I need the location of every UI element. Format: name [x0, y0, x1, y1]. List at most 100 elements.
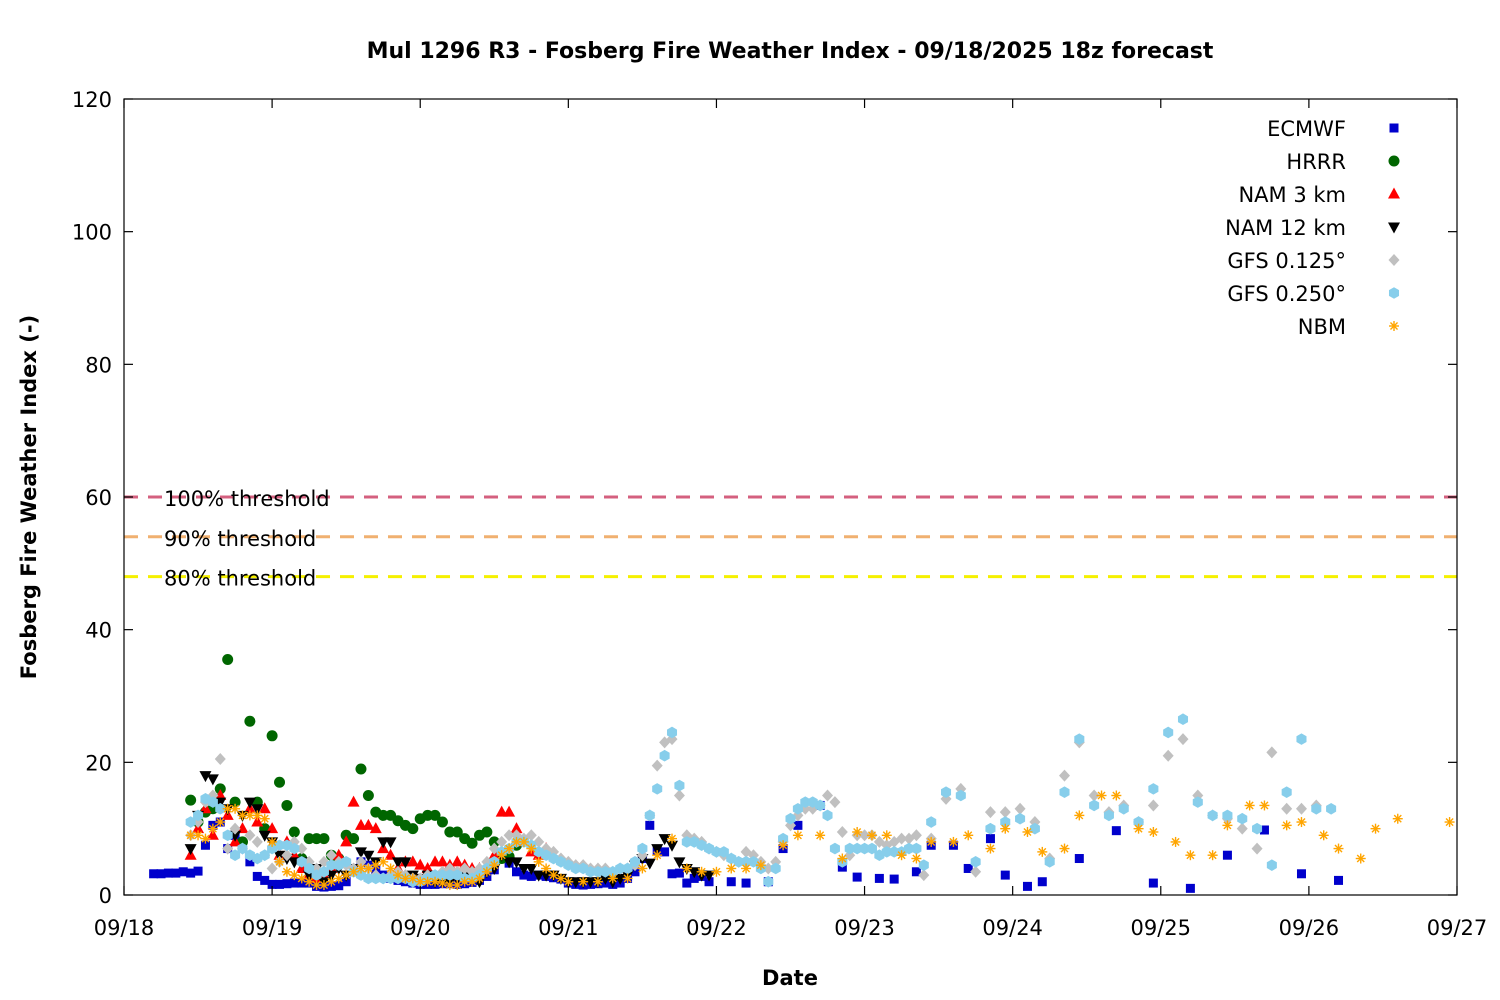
point-nbm	[289, 870, 300, 881]
point-ecmwf	[186, 868, 196, 878]
point-gfs-0-250	[237, 842, 248, 855]
point-hrrr	[185, 794, 197, 806]
point-nbm	[304, 876, 315, 887]
point-nam-12-km	[243, 797, 256, 809]
point-nbm	[496, 850, 507, 861]
point-nbm	[467, 876, 478, 887]
point-nbm	[637, 863, 648, 874]
threshold-labels: 100% threshold 90% threshold 80% threshold	[164, 487, 330, 591]
point-gfs-0-250	[940, 786, 952, 798]
point-nam-12-km	[251, 804, 264, 816]
point-nam-3-km	[214, 789, 227, 800]
point-nbm	[1148, 826, 1159, 837]
point-gfs-0-125	[822, 789, 834, 802]
chart-title: Mul 1296 R3 - Fosberg Fire Weather Index…	[367, 39, 1214, 64]
point-nam-3-km	[510, 822, 523, 834]
point-nbm	[311, 880, 322, 891]
point-hrrr	[429, 809, 441, 821]
point-gfs-0-125	[1088, 789, 1100, 802]
point-ecmwf	[1222, 850, 1232, 860]
point-nbm	[200, 833, 211, 844]
point-gfs-0-250	[318, 865, 329, 878]
point-gfs-0-250	[659, 749, 670, 762]
point-nam-12-km	[651, 844, 664, 856]
point-ecmwf	[171, 868, 181, 878]
point-gfs-0-125	[1266, 746, 1278, 759]
point-gfs-0-250	[1177, 713, 1189, 726]
point-gfs-0-125	[1162, 749, 1174, 762]
point-nam-3-km	[503, 805, 516, 817]
point-gfs-0-250	[259, 849, 270, 861]
point-hrrr	[348, 833, 360, 845]
point-nbm	[1296, 817, 1307, 828]
point-gfs-0-250	[1222, 809, 1233, 822]
y-axis-label: Fosberg Fire Weather Index (-)	[17, 315, 41, 679]
point-ecmwf	[852, 872, 862, 882]
point-nbm	[592, 876, 603, 887]
point-gfs-0-125	[222, 842, 234, 855]
point-nbm	[318, 880, 329, 891]
point-nbm	[474, 873, 485, 884]
point-ecmwf	[178, 867, 188, 877]
legend-marker	[1389, 321, 1399, 331]
x-tick-label: 09/20	[390, 916, 451, 940]
x-tick-label: 09/18	[94, 916, 155, 940]
point-nbm	[533, 856, 544, 867]
point-ecmwf	[1334, 875, 1344, 885]
point-gfs-0-250	[792, 802, 803, 815]
point-gfs-0-125	[525, 829, 537, 842]
x-tick-label: 09/22	[686, 916, 747, 940]
point-gfs-0-125	[1251, 842, 1263, 855]
point-nbm	[1207, 850, 1218, 861]
point-ecmwf	[260, 875, 270, 885]
x-tick-label: 09/25	[1131, 916, 1192, 940]
legend-marker	[1388, 187, 1400, 199]
point-gfs-0-250	[911, 842, 922, 855]
legend-label: GFS 0.250°	[1227, 282, 1346, 306]
point-gfs-0-250	[341, 856, 352, 868]
point-nbm	[193, 830, 204, 841]
point-gfs-0-250	[666, 726, 678, 739]
point-nam-3-km	[258, 802, 271, 814]
point-gfs-0-250	[1266, 859, 1277, 871]
point-nbm	[518, 836, 529, 847]
y-tick-label: 40	[85, 619, 112, 643]
point-gfs-0-125	[970, 865, 982, 878]
threshold-label: 100% threshold	[164, 487, 330, 511]
point-gfs-0-250	[985, 822, 996, 835]
point-gfs-0-250	[822, 809, 833, 822]
point-nbm	[489, 860, 500, 871]
point-nbm	[393, 870, 404, 881]
point-nam-3-km	[362, 818, 375, 830]
point-hrrr	[481, 826, 493, 838]
point-hrrr	[355, 763, 367, 775]
point-nbm	[355, 863, 366, 874]
point-nam-3-km	[347, 795, 360, 807]
point-ecmwf	[511, 867, 521, 877]
point-nbm	[1222, 820, 1233, 831]
point-nam-12-km	[673, 857, 686, 869]
y-tick-label: 60	[85, 486, 112, 510]
point-ecmwf	[282, 879, 292, 889]
x-tick-label: 09/26	[1279, 916, 1340, 940]
point-nbm	[1022, 826, 1033, 837]
point-nbm	[607, 873, 618, 884]
point-nbm	[252, 810, 263, 821]
point-ecmwf	[149, 869, 159, 879]
legend-marker	[1388, 254, 1400, 266]
point-nbm	[267, 836, 278, 847]
point-nbm	[985, 843, 996, 854]
legend-label: ECMWF	[1267, 117, 1346, 141]
point-nbm	[215, 817, 226, 828]
point-gfs-0-125	[214, 753, 226, 766]
point-gfs-0-250	[1296, 733, 1307, 745]
point-nbm	[755, 860, 766, 871]
point-gfs-0-250	[926, 816, 937, 828]
point-gfs-0-250	[815, 799, 826, 812]
legend-label: NAM 3 km	[1238, 183, 1346, 207]
point-nbm	[652, 850, 663, 861]
point-nbm	[422, 876, 433, 887]
point-ecmwf	[660, 847, 670, 857]
point-nbm	[681, 863, 692, 874]
point-nbm	[281, 866, 292, 877]
